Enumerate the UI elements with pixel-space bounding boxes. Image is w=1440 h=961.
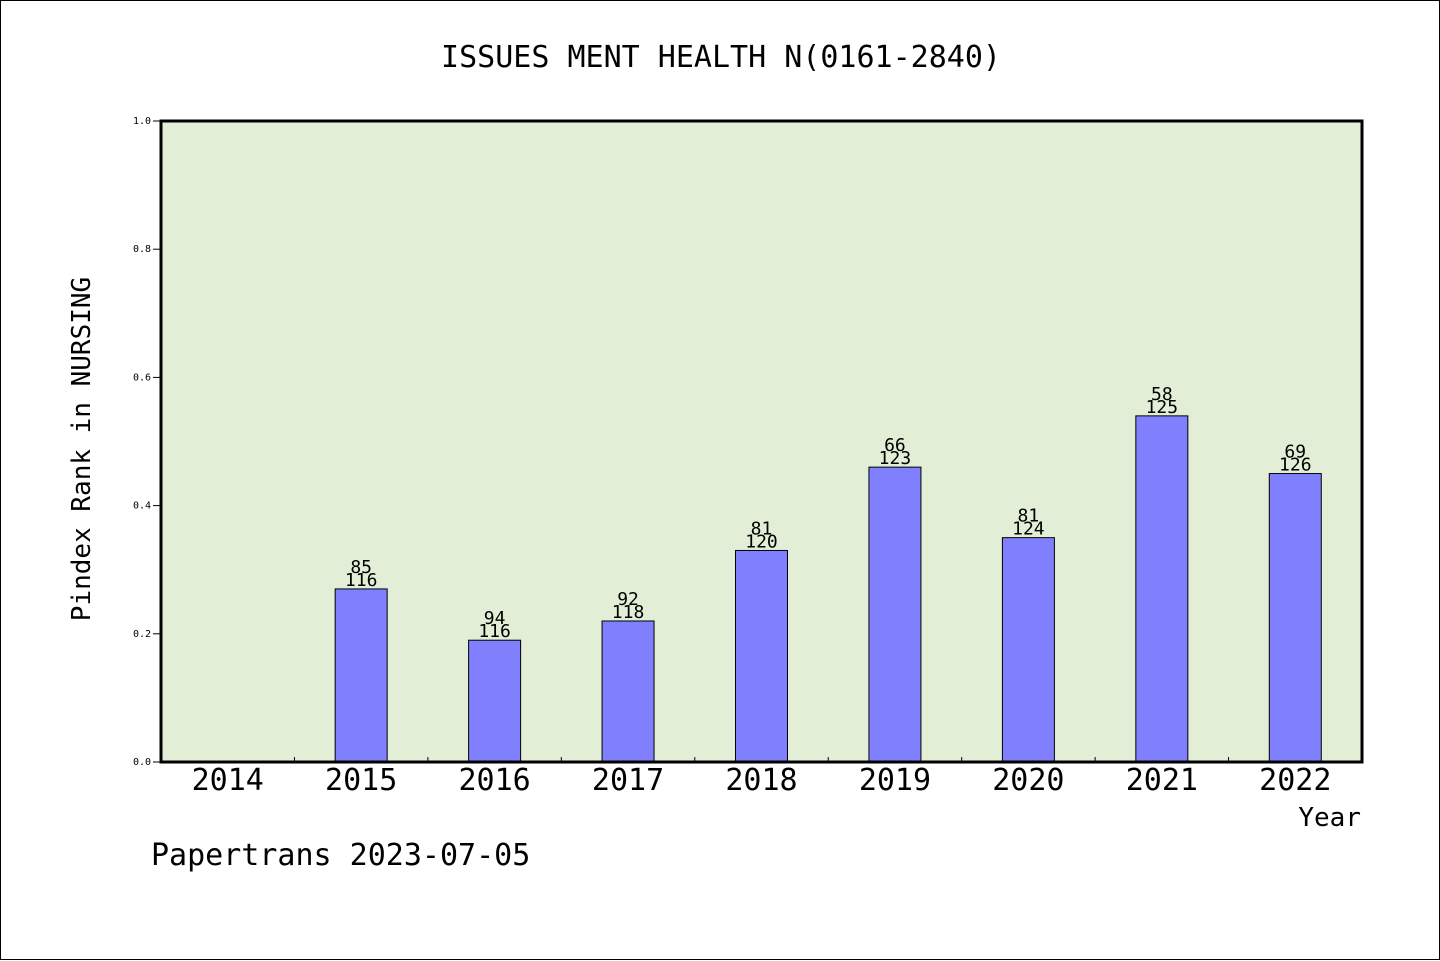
bar-label-bottom: 116 bbox=[345, 570, 378, 591]
y-axis-ticks: 0.0 0.2 0.4 0.6 0.8 1.0 bbox=[133, 116, 161, 768]
bar-2016 bbox=[468, 639, 522, 763]
bar-2018 bbox=[735, 549, 788, 763]
x-tick-label: 2021 bbox=[1126, 763, 1198, 798]
plot-border bbox=[159, 119, 1364, 764]
bar-label-bottom: 123 bbox=[879, 448, 912, 469]
bar-label-bottom: 125 bbox=[1146, 397, 1179, 418]
bar-label-top: 66 bbox=[884, 435, 906, 456]
bar-label-top: 81 bbox=[1018, 506, 1040, 527]
x-axis-label: Year bbox=[1298, 803, 1361, 833]
x-tick-label: 2019 bbox=[859, 763, 931, 798]
x-tick-label: 2018 bbox=[725, 763, 797, 798]
x-axis-ticks: 2014 2015 2016 2017 2018 2019 2020 2021 2022 bbox=[192, 757, 1331, 798]
y-tick-label: 0.4 bbox=[133, 501, 151, 512]
bar-label-top: 58 bbox=[1151, 384, 1173, 405]
y-tick-label: 0.2 bbox=[133, 629, 151, 640]
bar-label-top: 94 bbox=[484, 608, 506, 629]
bar-label-bottom: 126 bbox=[1279, 455, 1312, 476]
bar-label-bottom: 116 bbox=[478, 621, 511, 642]
x-tick-label: 2020 bbox=[992, 763, 1064, 798]
y-tick-label: 1.0 bbox=[133, 116, 151, 127]
bar-2019 bbox=[868, 466, 922, 763]
bar-label-top: 92 bbox=[617, 589, 639, 610]
footer-credit: Papertrans 2023-07-05 bbox=[151, 838, 530, 873]
bar-2021 bbox=[1135, 415, 1189, 763]
x-tick-label: 2014 bbox=[192, 763, 264, 798]
bar-label-top: 85 bbox=[350, 557, 372, 578]
chart-title: ISSUES MENT HEALTH N(0161-2840) bbox=[441, 40, 1001, 75]
bar-label-top: 69 bbox=[1284, 442, 1306, 463]
y-tick-label: 0.0 bbox=[133, 757, 151, 768]
bar-label-bottom: 118 bbox=[612, 602, 645, 623]
bar-label-bottom: 124 bbox=[1012, 519, 1045, 540]
y-tick-label: 0.6 bbox=[133, 372, 151, 383]
x-tick-label: 2022 bbox=[1259, 763, 1331, 798]
bar-label-bottom: 120 bbox=[745, 531, 778, 552]
x-tick-label: 2017 bbox=[592, 763, 664, 798]
bar-2017 bbox=[601, 620, 655, 763]
y-axis-label: Pindex Rank in NURSING bbox=[67, 277, 97, 621]
x-tick-label: 2015 bbox=[325, 763, 397, 798]
x-tick-label: 2016 bbox=[458, 763, 530, 798]
bar-2020 bbox=[1001, 537, 1055, 763]
bars bbox=[334, 415, 1322, 763]
bar-2015 bbox=[334, 588, 388, 763]
bar-2022 bbox=[1268, 473, 1322, 763]
y-tick-label: 0.8 bbox=[133, 244, 151, 255]
bar-label-top: 81 bbox=[751, 518, 773, 539]
